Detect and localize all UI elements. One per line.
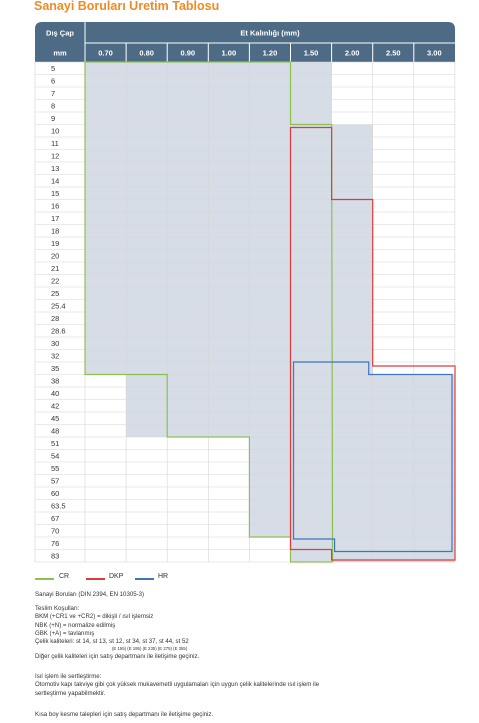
legend-hr-line (135, 578, 154, 580)
diameter-label: 83 (51, 552, 59, 561)
delivery-title: Teslim Koşulları: (35, 605, 80, 612)
diameter-label: 38 (51, 377, 59, 386)
diameter-label: 40 (51, 389, 59, 398)
available-range (413, 374, 455, 562)
thickness-label: 0.80 (139, 49, 154, 58)
hr-outline (292, 361, 453, 553)
diameter-label: 55 (51, 464, 59, 473)
diameter-label: 20 (51, 252, 59, 261)
diameter-label: 18 (51, 227, 59, 236)
legend-dkp-line (86, 578, 105, 580)
diameter-label: 45 (51, 414, 59, 423)
diameter-label: 51 (51, 439, 59, 448)
other-quality-note: Diğer çelik kaliteleri için satış depart… (35, 652, 200, 660)
header-band (35, 22, 455, 62)
heat-title: Isıl işlem ile sertleştirme: (35, 673, 102, 680)
header-dis-cap: Dış Çap (46, 29, 74, 38)
diameter-label: 21 (51, 264, 59, 273)
diameter-label: 76 (51, 539, 59, 548)
thickness-label: 0.70 (98, 49, 113, 58)
diameter-label: 25.4 (51, 302, 66, 311)
diameter-label: 6 (51, 77, 55, 86)
delivery-block: Teslim Koşulları: BKM (+CR1 ve +CR2) = d… (35, 605, 199, 661)
diameter-label: 12 (51, 152, 59, 161)
diameter-label: 35 (51, 364, 59, 373)
diameter-label: 14 (51, 177, 59, 186)
diameter-label: 67 (51, 514, 59, 523)
dkp-outline (289, 126, 456, 561)
diameter-label: 28.6 (51, 327, 66, 336)
diameter-label: 28 (51, 314, 59, 323)
page-title: Sanayi Boruları Üretim Tablosu (34, 0, 220, 13)
diameter-label: 11 (51, 139, 59, 148)
heat-line: Otomotiv kapı takviye gibi çok yüksek mu… (35, 681, 320, 689)
thickness-label: 1.20 (263, 49, 278, 58)
standard-note: Sanayi Boruları (DIN 2394, EN 10305-3) (35, 591, 145, 598)
diameter-label: 63.5 (51, 502, 66, 511)
diameter-label: 60 (51, 489, 59, 498)
diameter-label: 25 (51, 289, 59, 298)
diameter-label: 17 (51, 214, 59, 223)
delivery-line: NBK (+N) = normalize edilmiş (35, 621, 116, 629)
diameter-label: 54 (51, 452, 59, 461)
thickness-label: 0.90 (180, 49, 195, 58)
legend-cr-label: CR (59, 573, 70, 580)
diameter-label: 32 (51, 352, 59, 361)
diameter-label: 15 (51, 189, 59, 198)
cutting-note: Kısa boy kesme talepleri için satış depa… (35, 711, 214, 718)
diameter-label: 13 (51, 164, 59, 173)
diameter-label: 22 (51, 277, 59, 286)
thickness-label: 1.00 (222, 49, 237, 58)
thickness-label: 2.50 (386, 49, 401, 58)
available-range (331, 124, 373, 562)
delivery-line: GBK (+A) = tavlanmış (35, 629, 95, 637)
notes-block: Sanayi Boruları (DIN 2394, EN 10305-3) (35, 591, 144, 599)
header-et-kalinligi: Et Kalınlığı (mm) (240, 29, 300, 38)
thickness-label: 1.50 (304, 49, 319, 58)
diameter-label: 57 (51, 477, 59, 486)
diameter-label: 70 (51, 527, 59, 536)
legend-dkp-label: DKP (109, 573, 124, 580)
heat-block: Isıl işlem ile sertleştirme: Otomotiv ka… (35, 673, 319, 698)
diameter-label: 16 (51, 202, 59, 211)
quality-equivalents: (E 155) (E 195) (E 235) (E 275) (E 355) (112, 646, 188, 652)
legend-hr-label: HR (158, 573, 169, 580)
delivery-line: BKM (+CR1 ve +CR2) = dikişli / ısıl işle… (35, 613, 154, 621)
header-unit: mm (53, 49, 67, 58)
diameter-label: 10 (51, 127, 59, 136)
thickness-label: 2.00 (345, 49, 360, 58)
diameter-label: 7 (51, 89, 55, 98)
thickness-label: 3.00 (427, 49, 442, 58)
production-table: Dış Çap Et Kalınlığı (mm) mm 0.70 0.80 0.90 1.… (34, 22, 456, 563)
available-range (85, 62, 127, 375)
available-range (372, 374, 414, 562)
diameter-label: 30 (51, 339, 59, 348)
diameter-label: 8 (51, 102, 55, 111)
legend-cr-line (35, 578, 54, 580)
diameter-label: 5 (51, 64, 55, 73)
diameter-label: 48 (51, 427, 59, 436)
diameter-label: 9 (51, 114, 55, 123)
heat-line: sertleştirme yapabilmektir. (35, 689, 106, 697)
delivery-line: Çelik kaliteleri: st 14, st 13, st 12, s… (35, 638, 189, 646)
diameter-label: 19 (51, 239, 59, 248)
diameter-label: 42 (51, 402, 59, 411)
